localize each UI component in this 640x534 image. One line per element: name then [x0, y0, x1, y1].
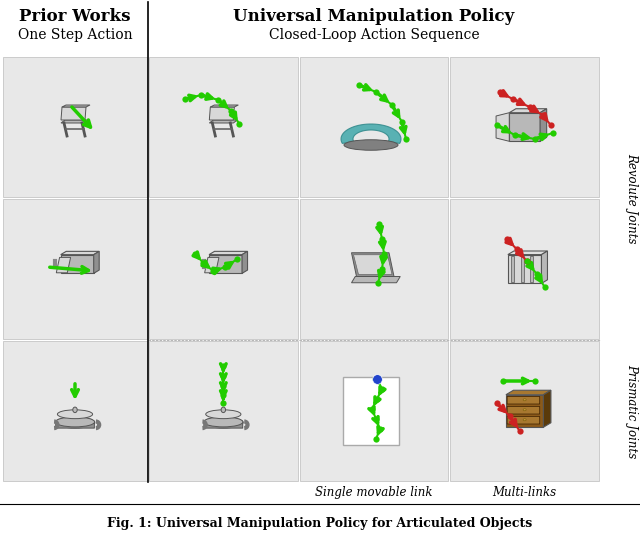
FancyBboxPatch shape — [507, 417, 540, 424]
Ellipse shape — [221, 407, 225, 413]
Polygon shape — [509, 109, 547, 113]
Polygon shape — [541, 251, 547, 284]
Bar — [3, 57, 147, 197]
Polygon shape — [209, 252, 248, 255]
Text: Prismatic Joints: Prismatic Joints — [625, 364, 639, 458]
Polygon shape — [496, 113, 509, 142]
Bar — [451, 199, 599, 339]
Polygon shape — [508, 255, 541, 284]
Polygon shape — [242, 252, 248, 273]
Bar — [300, 57, 449, 197]
Text: Fig. 1: Universal Manipulation Policy for Articulated Objects: Fig. 1: Universal Manipulation Policy fo… — [108, 517, 532, 530]
Polygon shape — [351, 253, 394, 277]
Ellipse shape — [55, 417, 95, 428]
FancyBboxPatch shape — [507, 406, 540, 414]
Bar — [511, 256, 514, 282]
Polygon shape — [543, 390, 551, 427]
FancyBboxPatch shape — [56, 422, 94, 428]
FancyBboxPatch shape — [204, 422, 243, 428]
Text: Universal Manipulation Policy: Universal Manipulation Policy — [234, 8, 515, 25]
Ellipse shape — [56, 417, 95, 427]
Text: Prior Works: Prior Works — [19, 8, 131, 25]
Polygon shape — [56, 257, 70, 273]
Bar — [149, 341, 298, 481]
Polygon shape — [93, 252, 99, 273]
Polygon shape — [506, 390, 551, 395]
Polygon shape — [540, 109, 547, 142]
Bar — [451, 341, 599, 481]
Polygon shape — [509, 113, 540, 142]
Bar — [451, 57, 599, 197]
Polygon shape — [209, 107, 234, 120]
Text: One Step Action: One Step Action — [18, 28, 132, 42]
Polygon shape — [506, 395, 543, 427]
Ellipse shape — [523, 399, 526, 400]
Polygon shape — [351, 277, 400, 282]
Ellipse shape — [204, 417, 243, 428]
Polygon shape — [61, 252, 99, 255]
Polygon shape — [353, 255, 392, 274]
Bar — [300, 341, 449, 481]
Bar — [531, 256, 533, 282]
Ellipse shape — [523, 419, 526, 421]
Ellipse shape — [73, 407, 77, 413]
Polygon shape — [61, 107, 86, 120]
Polygon shape — [508, 251, 547, 255]
Text: Single movable link: Single movable link — [316, 486, 433, 499]
Polygon shape — [205, 257, 219, 273]
Bar — [3, 341, 147, 481]
Bar — [149, 57, 298, 197]
Polygon shape — [211, 105, 238, 107]
Bar — [3, 199, 147, 339]
Bar — [300, 199, 449, 339]
FancyBboxPatch shape — [507, 396, 540, 404]
Polygon shape — [341, 124, 401, 144]
Text: Multi-links: Multi-links — [493, 486, 557, 499]
Ellipse shape — [205, 410, 241, 419]
Polygon shape — [61, 255, 93, 273]
Ellipse shape — [344, 140, 398, 150]
Ellipse shape — [58, 410, 93, 419]
Bar — [149, 199, 298, 339]
Ellipse shape — [523, 409, 526, 411]
Text: Closed-Loop Action Sequence: Closed-Loop Action Sequence — [269, 28, 479, 42]
Polygon shape — [62, 105, 90, 107]
Polygon shape — [343, 378, 399, 445]
Text: Revolute Joints: Revolute Joints — [625, 153, 639, 244]
Polygon shape — [61, 120, 89, 123]
Bar — [521, 256, 524, 282]
Polygon shape — [209, 255, 242, 273]
Polygon shape — [209, 120, 237, 123]
Ellipse shape — [204, 417, 243, 427]
